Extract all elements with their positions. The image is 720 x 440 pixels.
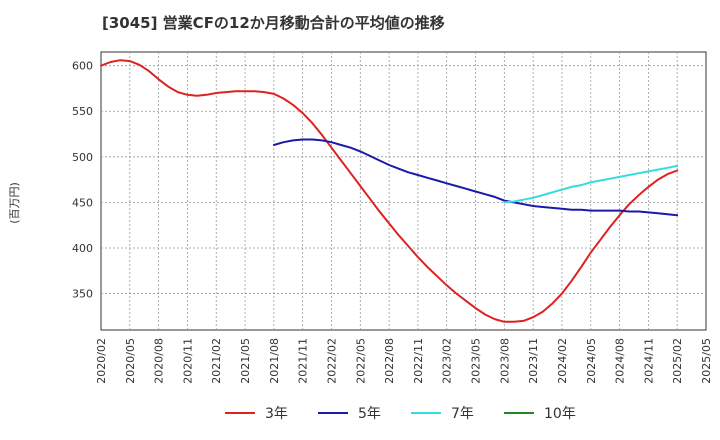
series-lines [100, 59, 679, 323]
legend-label: 3年 [265, 406, 288, 422]
legend: 3年 5年 7年 10年 [225, 406, 576, 422]
x-tick-labels: 2020/02 2020/05 2020/08 2020/11 2021/02 2021/… [95, 338, 713, 384]
x-tick-label: 2023/02 [441, 338, 454, 384]
x-tick-label: 2023/05 [470, 338, 483, 384]
y-tick-label: 600 [72, 60, 93, 73]
x-tick-label: 2023/11 [527, 338, 540, 384]
chart-title: [3045] 営業CFの12か月移動合計の平均値の推移 [102, 14, 445, 32]
x-tick-label: 2024/08 [614, 338, 627, 384]
plot-area [100, 51, 707, 331]
series-line-7年 [503, 164, 679, 204]
legend-label: 7年 [451, 406, 474, 422]
x-tick-label: 2024/02 [556, 338, 569, 384]
plot-frame [100, 51, 707, 331]
y-tick-label: 350 [72, 288, 93, 301]
x-tick-label: 2020/05 [124, 338, 137, 384]
x-tick-label: 2024/05 [585, 338, 598, 384]
x-tick-label: 2022/08 [383, 338, 396, 384]
x-tick-label: 2020/02 [95, 338, 108, 384]
x-tick-label: 2023/08 [498, 338, 511, 384]
grid-lines [101, 52, 706, 330]
x-tick-label: 2022/11 [412, 338, 425, 384]
series-line-3年 [100, 59, 679, 323]
x-tick-label: 2024/11 [642, 338, 655, 384]
y-tick-label: 500 [72, 151, 93, 164]
x-tick-label: 2021/08 [268, 338, 281, 384]
series-line-5年 [272, 138, 679, 217]
x-tick-label: 2021/11 [297, 338, 310, 384]
x-tick-label: 2025/02 [671, 338, 684, 384]
x-tick-label: 2022/05 [354, 338, 367, 384]
y-tick-label: 450 [72, 196, 93, 209]
x-tick-label: 2020/11 [181, 338, 194, 384]
x-tick-label: 2021/02 [210, 338, 223, 384]
legend-label: 10年 [544, 406, 576, 422]
x-tick-label: 2020/08 [153, 338, 166, 384]
legend-label: 5年 [358, 406, 381, 422]
x-tick-label: 2025/05 [700, 338, 713, 384]
x-tick-label: 2022/02 [325, 338, 338, 384]
x-tick-label: 2021/05 [239, 338, 252, 384]
y-tick-label: 550 [72, 105, 93, 118]
y-tick-label: 400 [72, 242, 93, 255]
y-axis-title: (百万円) [8, 182, 21, 224]
y-tick-labels: 350 400 450 500 550 600 [72, 60, 93, 301]
